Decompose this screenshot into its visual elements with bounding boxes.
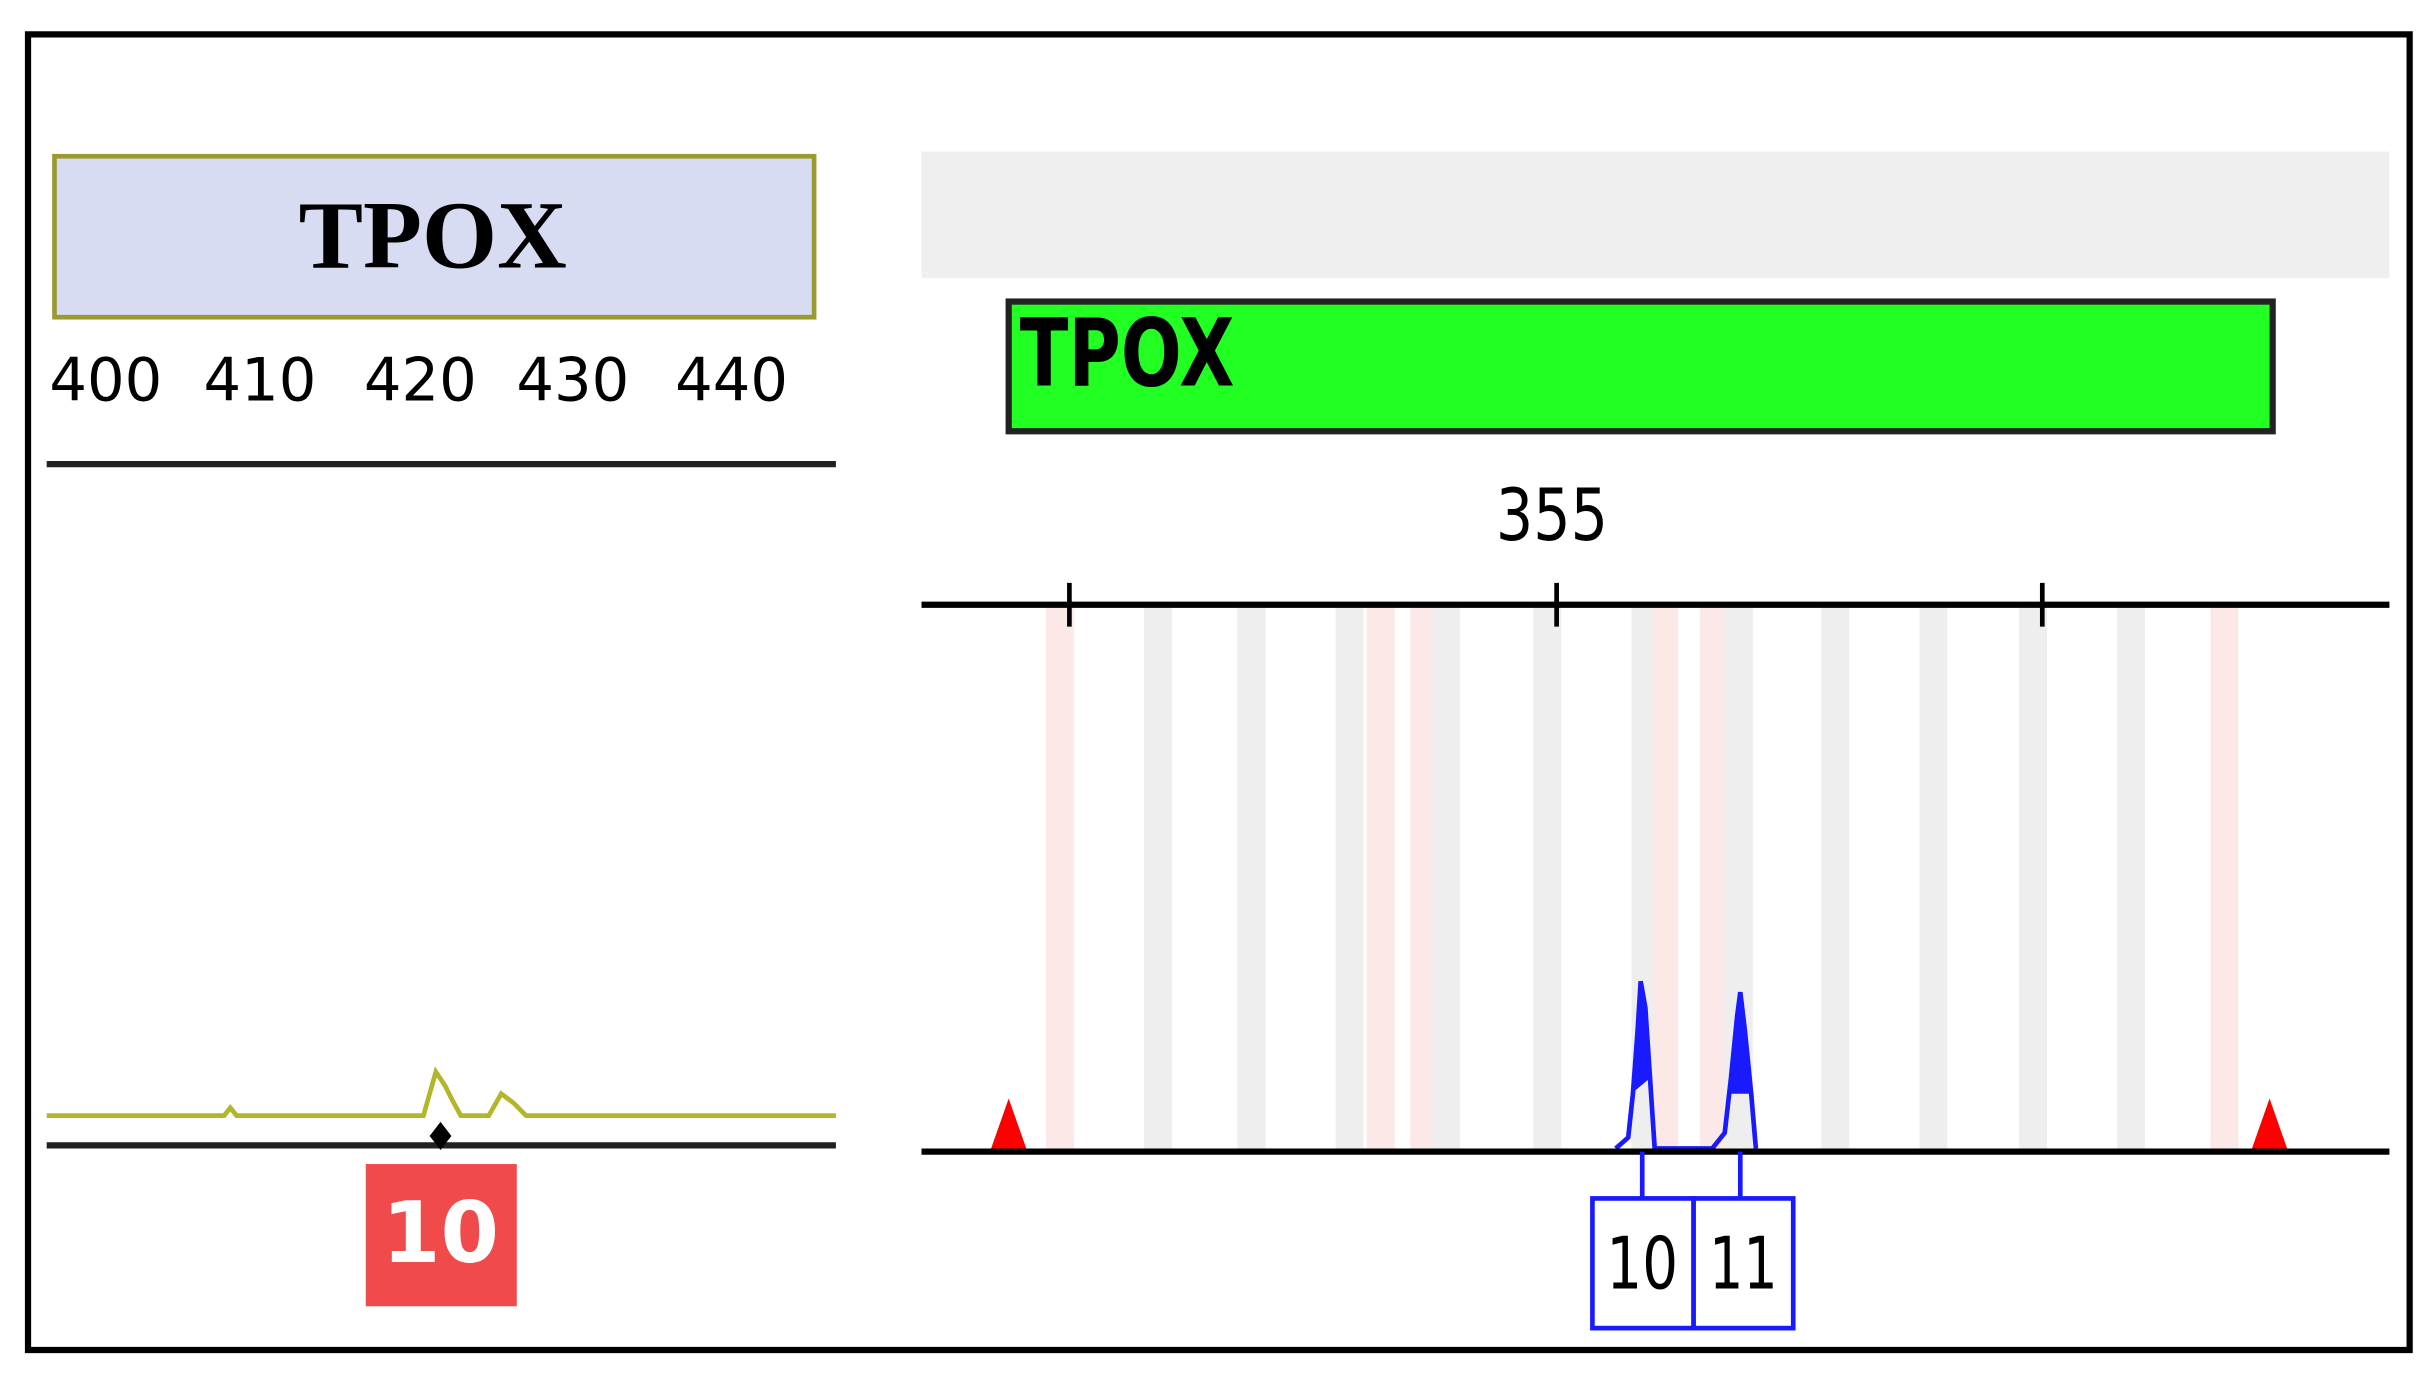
right-panel: TPOX 355 [921,151,2390,1331]
allele-box [365,1164,517,1307]
size-marker [990,1098,1028,1152]
peak-fill [1631,984,1651,1094]
header-band [921,151,2390,279]
bin [1533,604,1562,1152]
bin [1144,604,1173,1152]
allele-box [1691,1196,1796,1331]
scale-label: 410 [204,345,317,414]
bin [1919,604,1948,1152]
virtual-bin [1046,604,1075,1152]
marker-box [1005,298,2276,435]
scale-label: 430 [516,345,629,414]
peak-fill [1730,995,1750,1094]
bin [2117,604,2146,1152]
virtual-bin [1366,604,1395,1152]
scale-label: 400 [49,345,162,414]
size-marker [2250,1098,2289,1152]
virtual-bin [1653,604,1679,1152]
allele-call: 10 [382,1184,499,1282]
marker-box [52,153,817,320]
left-panel: TPOX 400 410 420 430 440 10 [46,153,836,1307]
virtual-bin [1699,604,1725,1152]
marker-label: TPOX [299,181,567,288]
peak-marker [429,1121,452,1150]
trace [46,1066,836,1118]
bin [2018,604,2047,1152]
scale-label: 420 [364,345,477,414]
allele-call: 10 [1606,1221,1678,1305]
bin [1821,604,1850,1152]
bin-bands [1046,604,2239,1152]
virtual-bin [2210,604,2239,1152]
virtual-bin [1410,604,1433,1152]
marker-label: TPOX [1020,299,1235,408]
bin [1335,604,1364,1152]
scale-label: 440 [675,345,788,414]
scale-label: 355 [1496,473,1608,557]
allele-call: 11 [1709,1221,1777,1305]
bin [1432,604,1461,1152]
frame [24,31,2413,1354]
bin [1237,604,1266,1152]
